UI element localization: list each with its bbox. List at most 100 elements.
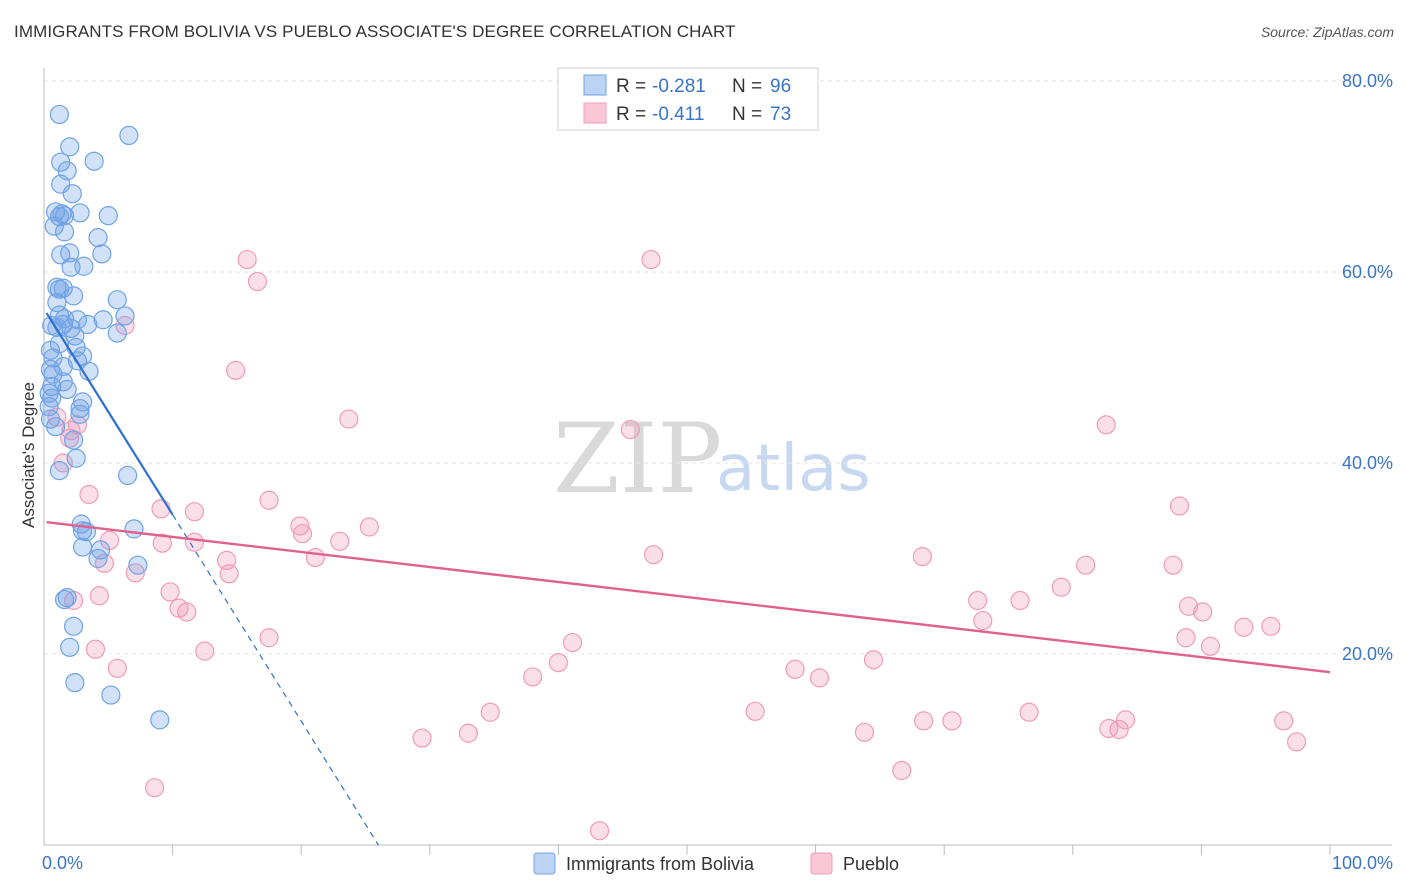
pueblo-point	[219, 564, 239, 584]
pueblo-point	[1019, 702, 1039, 722]
pueblo-point	[237, 249, 257, 270]
gridlines	[44, 80, 1392, 655]
bolivia-point	[107, 290, 127, 310]
bolivia-point	[63, 616, 84, 636]
pueblo-point	[1200, 636, 1221, 656]
legend-r-value-1: -0.281	[652, 76, 706, 97]
y-axis-label: Associate's Degree	[19, 382, 38, 528]
legend-n-label-1: N =	[732, 76, 762, 97]
pueblo-point	[85, 639, 106, 659]
pueblo-point	[892, 760, 912, 781]
bolivia-point	[107, 323, 127, 343]
pueblo-point	[1274, 711, 1294, 731]
pueblo-point	[226, 360, 246, 380]
pueblo-point	[259, 628, 279, 648]
bottom-legend-label-bolivia: Immigrants from Bolivia	[566, 854, 755, 874]
legend-r-label-2: R =	[616, 104, 646, 125]
y-tick-labels: 20.0% 40.0% 60.0% 80.0%	[1342, 71, 1393, 664]
pueblo-point	[144, 778, 165, 798]
pueblo-point	[1109, 719, 1129, 740]
x-axis-ticks	[172, 845, 1331, 855]
pueblo-point	[1010, 590, 1030, 611]
pueblo-point	[1234, 617, 1254, 637]
trend-lines	[45, 312, 1331, 846]
watermark-atlas: atlas	[716, 432, 871, 506]
bolivia-point	[124, 519, 144, 539]
bottom-legend: Immigrants from Bolivia Pueblo	[533, 852, 899, 875]
pueblo-point	[620, 419, 641, 440]
x-tick-label-max: 100.0%	[1332, 853, 1393, 873]
legend-box: R = -0.281 N = 96 R = -0.411 N = 73	[557, 67, 819, 131]
pueblo-point	[125, 563, 145, 583]
bolivia-point	[115, 306, 135, 326]
bolivia-point	[62, 184, 82, 204]
pueblo-point	[151, 499, 171, 519]
bolivia-point	[66, 448, 86, 468]
bolivia-trend-line	[45, 312, 174, 516]
bolivia-point	[101, 685, 121, 705]
bolivia-point	[88, 228, 108, 248]
pueblo-point	[785, 659, 805, 679]
pueblo-trend-line	[46, 521, 1331, 674]
bolivia-trend-extension	[172, 514, 379, 846]
pueblo-point	[1076, 555, 1096, 575]
bolivia-point	[74, 256, 94, 276]
bolivia-point	[98, 206, 118, 226]
bolivia-point	[44, 216, 64, 236]
bolivia-point	[93, 310, 113, 330]
bolivia-point	[92, 244, 112, 264]
legend-n-value-1: 96	[770, 76, 791, 97]
legend-n-label-2: N =	[732, 104, 762, 125]
bottom-legend-label-pueblo: Pueblo	[843, 854, 899, 874]
pueblo-point	[1099, 718, 1119, 739]
bolivia-point	[54, 589, 75, 610]
pueblo-point	[1286, 732, 1307, 752]
bolivia-point	[117, 465, 138, 486]
bottom-legend-swatch-pueblo	[810, 852, 833, 875]
bolivia-point	[70, 203, 90, 223]
source-label: Source: ZipAtlas.com	[1260, 24, 1394, 40]
bolivia-point	[60, 137, 80, 157]
y-tick-label-60: 60.0%	[1342, 262, 1393, 282]
pueblo-point	[290, 516, 310, 536]
bolivia-point	[60, 637, 80, 657]
pueblo-point	[973, 610, 993, 631]
bolivia-point	[57, 379, 77, 400]
bolivia-point	[150, 710, 170, 730]
bolivia-point	[88, 548, 108, 569]
pueblo-point	[184, 532, 205, 552]
pueblo-point	[160, 582, 180, 602]
pueblo-point	[641, 249, 661, 270]
bolivia-point	[49, 461, 70, 481]
pueblo-point	[247, 271, 268, 292]
pueblo-point	[1096, 415, 1116, 435]
bolivia-point	[70, 398, 90, 419]
bolivia-point	[65, 673, 85, 693]
bolivia-point	[49, 104, 70, 125]
bolivia-point	[54, 222, 75, 242]
bolivia-point	[128, 555, 148, 575]
y-tick-label-80: 80.0%	[1342, 71, 1393, 91]
pueblo-point	[152, 533, 172, 553]
pueblo-point	[184, 502, 205, 522]
bolivia-point	[78, 314, 98, 335]
pueblo-point	[1051, 577, 1071, 597]
legend-r-value-2: -0.411	[652, 104, 704, 125]
pueblo-point	[1163, 555, 1183, 575]
legend-r-label-1: R =	[616, 76, 646, 97]
pueblo-point	[107, 658, 127, 678]
bolivia-point	[84, 151, 104, 171]
chart-title: IMMIGRANTS FROM BOLIVIA VS PUEBLO ASSOCI…	[14, 22, 736, 41]
pueblo-point	[79, 484, 99, 505]
pueblo-point	[1178, 596, 1199, 616]
pueblo-point	[523, 667, 543, 687]
watermark-zip: ZIP	[553, 403, 722, 515]
pueblo-point	[359, 517, 379, 537]
bolivia-point	[49, 305, 70, 325]
pueblo-point	[1193, 602, 1213, 622]
pueblo-point	[339, 409, 359, 429]
bolivia-point	[47, 292, 67, 313]
pueblo-point	[643, 545, 664, 565]
pueblo-point	[1261, 616, 1281, 636]
